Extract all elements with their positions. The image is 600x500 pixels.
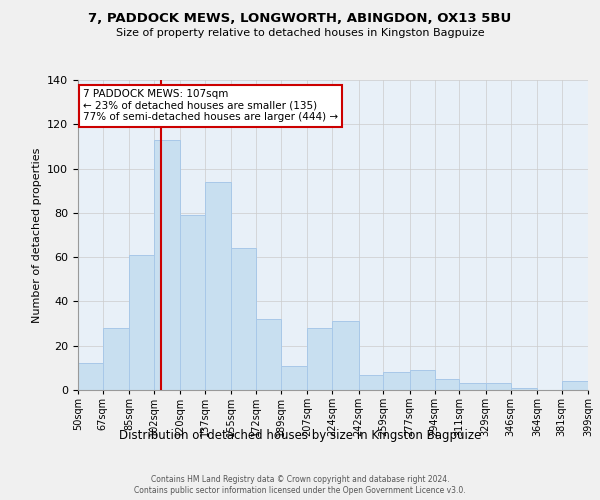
Text: Contains public sector information licensed under the Open Government Licence v3: Contains public sector information licen… xyxy=(134,486,466,495)
Bar xyxy=(232,248,256,390)
Bar xyxy=(129,255,154,390)
Text: 7, PADDOCK MEWS, LONGWORTH, ABINGDON, OX13 5BU: 7, PADDOCK MEWS, LONGWORTH, ABINGDON, OX… xyxy=(88,12,512,26)
Text: Contains HM Land Registry data © Crown copyright and database right 2024.: Contains HM Land Registry data © Crown c… xyxy=(151,475,449,484)
Bar xyxy=(486,384,511,390)
Bar xyxy=(511,388,537,390)
Bar xyxy=(359,374,383,390)
Bar xyxy=(383,372,410,390)
Bar xyxy=(460,384,486,390)
Y-axis label: Number of detached properties: Number of detached properties xyxy=(32,148,41,322)
Bar xyxy=(78,364,103,390)
Bar xyxy=(180,215,205,390)
Text: Size of property relative to detached houses in Kingston Bagpuize: Size of property relative to detached ho… xyxy=(116,28,484,38)
Bar xyxy=(154,140,180,390)
Bar xyxy=(256,319,281,390)
Bar xyxy=(562,381,588,390)
Text: 7 PADDOCK MEWS: 107sqm
← 23% of detached houses are smaller (135)
77% of semi-de: 7 PADDOCK MEWS: 107sqm ← 23% of detached… xyxy=(83,90,338,122)
Bar xyxy=(434,379,460,390)
Bar xyxy=(103,328,129,390)
Bar xyxy=(281,366,307,390)
Text: Distribution of detached houses by size in Kingston Bagpuize: Distribution of detached houses by size … xyxy=(119,430,481,442)
Bar xyxy=(410,370,434,390)
Bar xyxy=(307,328,332,390)
Bar xyxy=(332,322,359,390)
Bar xyxy=(205,182,232,390)
